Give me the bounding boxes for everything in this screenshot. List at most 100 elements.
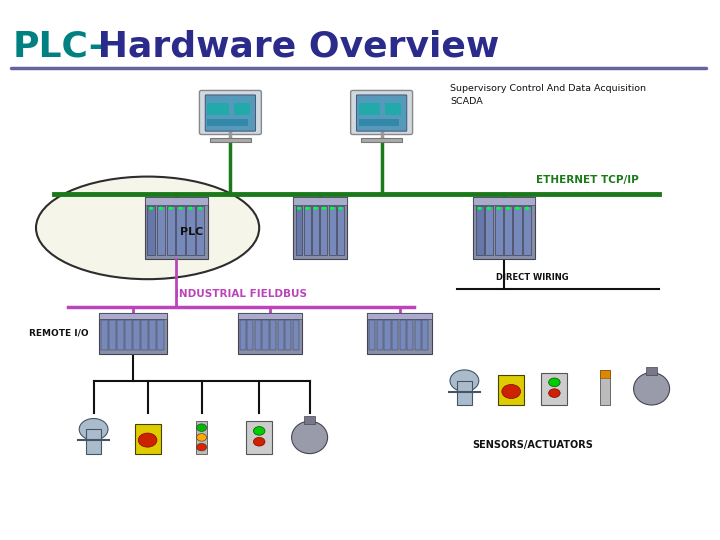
Bar	[141, 320, 148, 350]
Ellipse shape	[634, 373, 670, 405]
Circle shape	[253, 437, 265, 446]
Bar	[246, 421, 272, 454]
Bar	[133, 320, 140, 350]
Circle shape	[297, 207, 301, 210]
FancyBboxPatch shape	[205, 95, 256, 131]
Ellipse shape	[36, 177, 259, 279]
Circle shape	[322, 207, 326, 210]
Bar	[415, 320, 420, 350]
Bar	[196, 206, 204, 255]
Bar	[474, 197, 534, 205]
Bar	[369, 320, 376, 350]
Bar	[377, 320, 383, 350]
Circle shape	[197, 443, 207, 451]
Ellipse shape	[292, 421, 328, 454]
Bar	[523, 206, 531, 255]
Bar	[270, 320, 276, 350]
FancyBboxPatch shape	[199, 90, 261, 134]
Bar	[504, 206, 512, 255]
Circle shape	[198, 207, 202, 210]
Bar	[285, 320, 291, 350]
Bar	[263, 320, 269, 350]
Circle shape	[313, 207, 318, 210]
Bar	[210, 138, 251, 142]
Bar	[495, 206, 503, 255]
Circle shape	[549, 389, 560, 397]
Text: ETHERNET TCP/IP: ETHERNET TCP/IP	[536, 174, 639, 185]
Circle shape	[305, 207, 310, 210]
Circle shape	[179, 207, 183, 210]
Bar	[296, 206, 302, 255]
Bar	[86, 429, 101, 454]
Bar	[385, 103, 401, 115]
Text: INDUSTRIAL FIELDBUS: INDUSTRIAL FIELDBUS	[175, 288, 307, 299]
Circle shape	[189, 207, 193, 210]
Text: DIRECT WIRING: DIRECT WIRING	[497, 273, 569, 282]
Bar	[147, 206, 156, 255]
Bar	[157, 320, 164, 350]
Bar	[392, 320, 398, 350]
Bar	[320, 206, 327, 255]
Circle shape	[506, 207, 510, 210]
Circle shape	[79, 418, 108, 440]
Bar	[292, 320, 299, 350]
Bar	[109, 320, 116, 350]
Circle shape	[330, 207, 334, 210]
Text: REMOTE I/O: REMOTE I/O	[29, 329, 89, 338]
Bar	[337, 206, 344, 255]
Bar	[238, 313, 302, 354]
Bar	[207, 119, 248, 126]
Bar	[99, 313, 168, 319]
Circle shape	[549, 378, 560, 387]
Bar	[457, 381, 472, 405]
Bar	[99, 313, 168, 354]
Text: PLC: PLC	[180, 227, 203, 237]
Bar	[135, 424, 161, 454]
Bar	[248, 320, 253, 350]
Circle shape	[450, 370, 479, 392]
FancyBboxPatch shape	[351, 90, 413, 134]
Bar	[361, 138, 402, 142]
Bar	[359, 103, 380, 115]
Circle shape	[516, 207, 520, 210]
Circle shape	[477, 207, 482, 210]
Circle shape	[159, 207, 163, 210]
Bar	[384, 320, 390, 350]
Text: SENSORS/ACTUATORS: SENSORS/ACTUATORS	[472, 440, 593, 450]
Circle shape	[253, 427, 265, 435]
Bar	[498, 375, 524, 405]
Bar	[328, 206, 336, 255]
Bar	[176, 206, 185, 255]
Bar	[166, 206, 175, 255]
Bar	[646, 367, 657, 375]
Text: Supervisory Control And Data Acquisition
SCADA: Supervisory Control And Data Acquisition…	[450, 84, 646, 106]
Bar	[600, 370, 610, 378]
Bar	[304, 206, 311, 255]
Bar	[359, 119, 399, 126]
Bar	[400, 320, 406, 350]
Circle shape	[502, 384, 521, 399]
Bar	[422, 320, 428, 350]
Bar	[408, 320, 413, 350]
Circle shape	[197, 434, 207, 441]
Text: Hardware Overview: Hardware Overview	[85, 30, 499, 64]
Bar	[149, 320, 156, 350]
Bar	[294, 197, 348, 205]
Circle shape	[496, 207, 500, 210]
Bar	[240, 320, 246, 350]
Bar	[600, 370, 610, 405]
Circle shape	[197, 424, 207, 431]
Text: PLC-: PLC-	[13, 30, 105, 64]
Bar	[145, 197, 208, 205]
Bar	[255, 320, 261, 350]
Bar	[541, 373, 567, 405]
Bar	[125, 320, 132, 350]
Circle shape	[168, 207, 173, 210]
Bar	[513, 206, 521, 255]
Bar	[207, 103, 229, 115]
Bar	[157, 206, 165, 255]
Bar	[101, 320, 108, 350]
Bar	[145, 197, 208, 259]
Bar	[312, 206, 319, 255]
Bar	[367, 313, 432, 354]
